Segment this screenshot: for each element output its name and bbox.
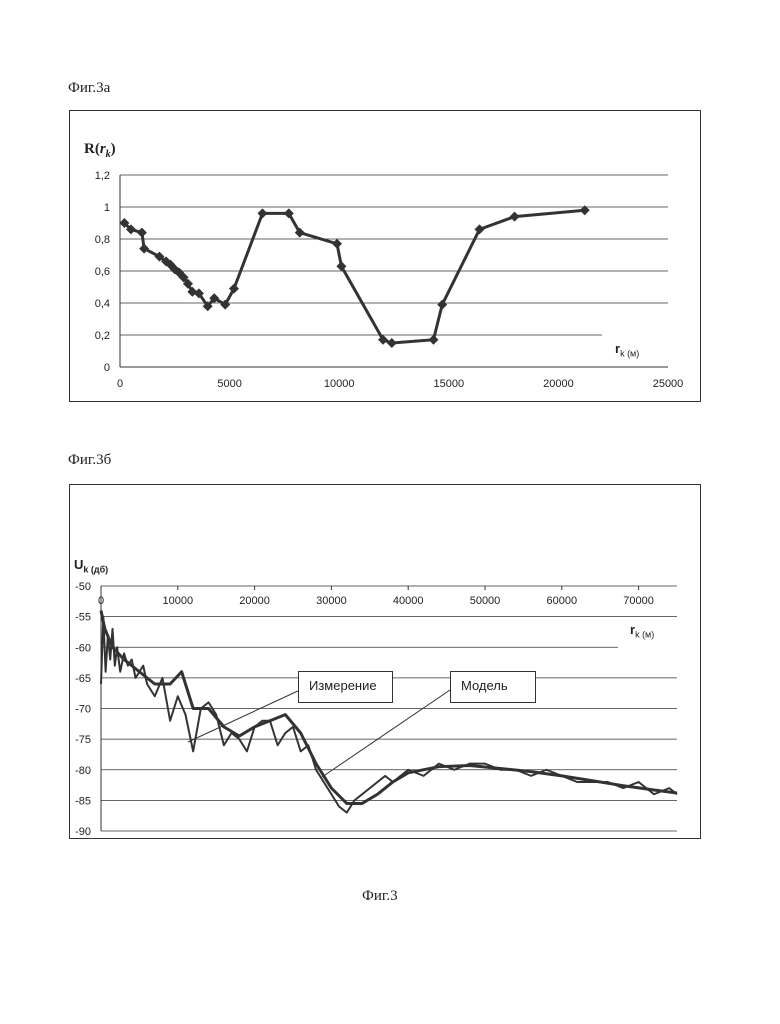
- chart-3a-y-tick-label: 0,6: [95, 266, 110, 278]
- chart-3b: -50 -55 -60 -65 -70 -75 -80 -85 -90 0 10000 20000 3…: [70, 485, 700, 838]
- chart-3b-x-tick-label: 30000: [316, 595, 347, 607]
- figure-3-caption: Фиг.3: [362, 888, 398, 905]
- chart-3a-point: [332, 239, 342, 249]
- chart-3a-line: [124, 210, 584, 343]
- chart-3a-point: [137, 228, 147, 238]
- chart-3b-x-tick-label: 50000: [470, 595, 501, 607]
- chart-3a-point: [257, 208, 267, 218]
- chart-3b-y-tick-label: -90: [75, 826, 91, 838]
- chart-3b-x-tick-label: 10000: [163, 595, 194, 607]
- chart-3b-x-axis-title: rk (м): [630, 622, 654, 640]
- chart-3a-x-ticks: 0 5000 10000 15000 20000 25000: [117, 378, 683, 390]
- chart-3b-x-tick-label: 40000: [393, 595, 424, 607]
- chart-3a-y-tick-label: 1,2: [95, 170, 110, 182]
- chart-3a-y-axis-title: R(rk): [84, 141, 116, 160]
- chart-3b-y-tick-label: -50: [75, 581, 91, 593]
- callout-model-leader: [322, 690, 450, 777]
- chart-3a-point: [437, 300, 447, 310]
- chart-3a-x-tick-label: 5000: [217, 378, 241, 390]
- chart-3a-y-tick-label: 1: [104, 202, 110, 214]
- chart-3b-y-tick-label: -75: [75, 734, 91, 746]
- callout-model: Модель: [450, 671, 536, 703]
- figure-3a-caption: Фиг.3а: [68, 80, 110, 97]
- chart-3a-x-tick-label: 10000: [324, 378, 355, 390]
- chart-3b-y-tick-label: -55: [75, 612, 91, 624]
- chart-3a: 0 0,2 0,4 0,6 0,8 1 1,2 0 5000 10000 15000 20000 25…: [70, 111, 700, 401]
- chart-3b-x-tick-label: 70000: [623, 595, 654, 607]
- chart-3b-y-axis-title: Uk (дб): [74, 557, 108, 575]
- chart-3a-x-tick-label: 20000: [543, 378, 574, 390]
- chart-3b-y-tick-label: -70: [75, 704, 91, 716]
- chart-3b-y-tick-label: -65: [75, 673, 91, 685]
- chart-3a-point: [474, 224, 484, 234]
- chart-3b-x-tick-label: 20000: [239, 595, 270, 607]
- chart-3a-grid: [120, 175, 668, 367]
- chart-3a-y-ticks: 0 0,2 0,4 0,6 0,8 1 1,2: [95, 170, 110, 374]
- chart-3a-y-tick-label: 0,2: [95, 330, 110, 342]
- chart-3a-x-axis-title: rk (м): [615, 341, 639, 359]
- chart-3b-line-model: [101, 611, 677, 804]
- chart-3b-y-tick-label: -80: [75, 765, 91, 777]
- chart-3a-point: [387, 338, 397, 348]
- chart-3b-callout-leaders: [188, 690, 450, 777]
- chart-3a-point: [428, 335, 438, 345]
- chart-3b-x-ticks: 0 10000 20000 30000 40000 50000 60000 70000: [98, 586, 654, 607]
- chart-3b-grid: [101, 586, 677, 831]
- chart-3b-x-tick-label: 60000: [547, 595, 578, 607]
- callout-measurement: Измерение: [298, 671, 393, 703]
- chart-3a-x-tick-label: 0: [117, 378, 123, 390]
- chart-3b-y-tick-label: -60: [75, 642, 91, 654]
- figure-3b-caption: Фиг.3б: [68, 452, 111, 469]
- chart-3a-series: [124, 210, 584, 343]
- chart-3b-series: [101, 611, 677, 813]
- chart-3a-y-tick-label: 0,4: [95, 298, 110, 310]
- chart-3a-x-tick-label: 25000: [653, 378, 684, 390]
- chart-3b-frame: -50 -55 -60 -65 -70 -75 -80 -85 -90 0 10000 20000 3…: [69, 484, 701, 839]
- chart-3a-x-tick-label: 15000: [434, 378, 465, 390]
- chart-3a-frame: 0 0,2 0,4 0,6 0,8 1 1,2 0 5000 10000 15000 20000 25…: [69, 110, 701, 402]
- chart-3b-x-tick-label: 0: [98, 595, 104, 607]
- chart-3b-y-ticks: -50 -55 -60 -65 -70 -75 -80 -85 -90: [75, 581, 91, 838]
- chart-3a-markers: [119, 205, 589, 348]
- chart-3a-y-tick-label: 0,8: [95, 234, 110, 246]
- chart-3b-y-tick-label: -85: [75, 795, 91, 807]
- chart-3a-y-tick-label: 0: [104, 362, 110, 374]
- chart-3a-point: [510, 212, 520, 222]
